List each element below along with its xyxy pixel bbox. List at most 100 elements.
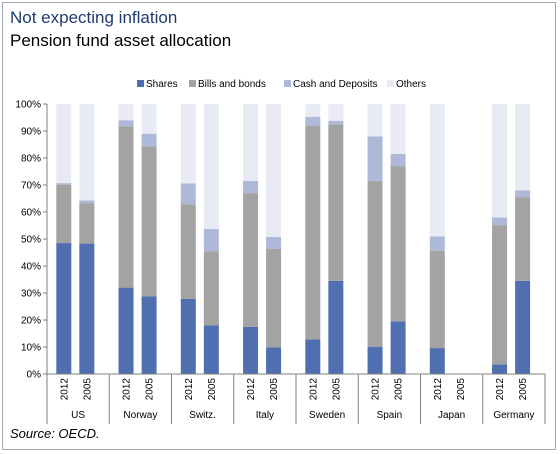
x-year-label: 2012: [184, 378, 195, 401]
bar-switz-2012-cash-and-deposits: [180, 183, 196, 205]
bar-sweden-2005-cash-and-deposits: [328, 121, 344, 125]
bar-germany-2005-cash-and-deposits: [515, 190, 531, 198]
bar-spain-2005-others: [390, 104, 406, 154]
x-year-label: 2012: [371, 378, 382, 401]
y-tick-label: 30%: [21, 289, 41, 300]
bar-norway-2005-bills-and-bonds: [141, 146, 157, 297]
bar-switz-2005-shares: [203, 325, 219, 374]
bar-germany-2005-shares: [515, 280, 531, 374]
bar-germany-2012-others: [492, 104, 508, 218]
bar-us-2005-others: [79, 104, 95, 201]
bar-germany-2012-cash-and-deposits: [492, 217, 508, 226]
bar-switz-2005-cash-and-deposits: [203, 229, 219, 252]
bar-germany-2012-bills-and-bonds: [492, 225, 508, 365]
x-category-label: Germany: [493, 410, 534, 421]
legend-label-bills-and-bonds: Bills and bonds: [198, 79, 266, 90]
bar-spain-2005-shares: [390, 321, 406, 374]
bar-italy-2012-others: [243, 104, 259, 181]
x-year-label: 2012: [246, 378, 257, 401]
bar-sweden-2012-others: [305, 104, 321, 117]
x-year-label: 2005: [331, 378, 342, 401]
x-year-label: 2005: [456, 378, 467, 401]
y-tick-label: 10%: [21, 343, 41, 354]
x-category-label: Norway: [123, 410, 157, 421]
bar-japan-2012-bills-and-bonds: [429, 250, 445, 349]
bar-sweden-2012-shares: [305, 339, 321, 374]
bar-us-2012-shares: [56, 243, 72, 374]
bar-us-2012-others: [56, 104, 72, 184]
bar-norway-2012-cash-and-deposits: [118, 120, 134, 127]
bar-spain-2005-bills-and-bonds: [390, 166, 406, 322]
y-tick-label: 50%: [21, 235, 41, 246]
chart-subtitle: Pension fund asset allocation: [10, 31, 232, 50]
y-tick-label: 0%: [27, 370, 42, 381]
bar-norway-2012-shares: [118, 287, 134, 374]
x-category-label: Switz.: [189, 410, 216, 421]
bar-us-2005-shares: [79, 243, 95, 374]
bar-norway-2012-bills-and-bonds: [118, 126, 134, 288]
bar-italy-2005-cash-and-deposits: [266, 236, 282, 249]
bar-italy-2012-shares: [243, 326, 259, 374]
x-year-label: 2012: [308, 378, 319, 401]
y-tick-label: 70%: [21, 181, 41, 192]
x-year-label: 2005: [82, 378, 93, 401]
bar-japan-2012-shares: [429, 348, 445, 374]
x-category-label: US: [71, 410, 85, 421]
bar-us-2012-bills-and-bonds: [56, 185, 72, 244]
bar-sweden-2005-bills-and-bonds: [328, 124, 344, 281]
bar-sweden-2012-cash-and-deposits: [305, 116, 321, 126]
x-category-label: Spain: [377, 410, 403, 421]
x-year-label: 2005: [145, 378, 156, 401]
x-year-label: 2012: [495, 378, 506, 401]
legend-swatch-cash-and-deposits: [284, 80, 291, 87]
bar-switz-2012-shares: [180, 298, 196, 374]
bar-germany-2005-others: [515, 104, 531, 191]
bar-germany-2005-bills-and-bonds: [515, 197, 531, 281]
x-year-label: 2005: [207, 378, 218, 401]
bar-norway-2012-others: [118, 104, 134, 121]
bar-us-2005-bills-and-bonds: [79, 203, 95, 244]
x-category-label: Italy: [256, 410, 274, 421]
y-tick-label: 60%: [21, 208, 41, 219]
bar-japan-2012-cash-and-deposits: [429, 236, 445, 251]
bar-spain-2012-cash-and-deposits: [367, 136, 383, 181]
bar-japan-2012-others: [429, 104, 445, 237]
x-year-label: 2005: [269, 378, 280, 401]
legend-swatch-others: [387, 80, 394, 87]
bar-us-2005-cash-and-deposits: [79, 200, 95, 204]
bar-switz-2005-bills-and-bonds: [203, 251, 219, 326]
x-year-label: 2005: [518, 378, 529, 401]
legend-label-shares: Shares: [146, 79, 178, 90]
bar-switz-2012-bills-and-bonds: [180, 204, 196, 299]
chart-title: Not expecting inflation: [10, 8, 178, 27]
legend-label-others: Others: [396, 79, 426, 90]
bar-norway-2005-cash-and-deposits: [141, 133, 157, 147]
bar-sweden-2005-shares: [328, 280, 344, 374]
x-category-label: Sweden: [309, 410, 345, 421]
bar-spain-2005-cash-and-deposits: [390, 153, 406, 167]
x-year-label: 2012: [433, 378, 444, 401]
source-note: Source: OECD.: [10, 426, 100, 441]
bar-norway-2005-others: [141, 104, 157, 134]
y-tick-label: 80%: [21, 154, 41, 165]
bar-italy-2012-cash-and-deposits: [243, 180, 259, 194]
x-year-label: 2012: [122, 378, 133, 401]
bar-sweden-2005-others: [328, 104, 344, 122]
y-tick-label: 20%: [21, 316, 41, 327]
x-year-label: 2012: [59, 378, 70, 401]
bar-italy-2005-others: [266, 104, 282, 237]
legend-swatch-shares: [137, 80, 144, 87]
y-tick-label: 40%: [21, 262, 41, 273]
legend-swatch-bills-and-bonds: [189, 80, 196, 87]
y-tick-label: 100%: [15, 100, 41, 111]
bar-spain-2012-shares: [367, 347, 383, 374]
plot-area: [56, 104, 531, 374]
bar-germany-2012-shares: [492, 364, 508, 374]
bar-norway-2005-shares: [141, 296, 157, 374]
bar-spain-2012-bills-and-bonds: [367, 180, 383, 347]
y-axis: 0% 10% 20% 30% 40% 50% 60% 70% 80% 90% 100%: [15, 100, 48, 381]
x-year-label: 2005: [394, 378, 405, 401]
bar-italy-2005-shares: [266, 347, 282, 374]
